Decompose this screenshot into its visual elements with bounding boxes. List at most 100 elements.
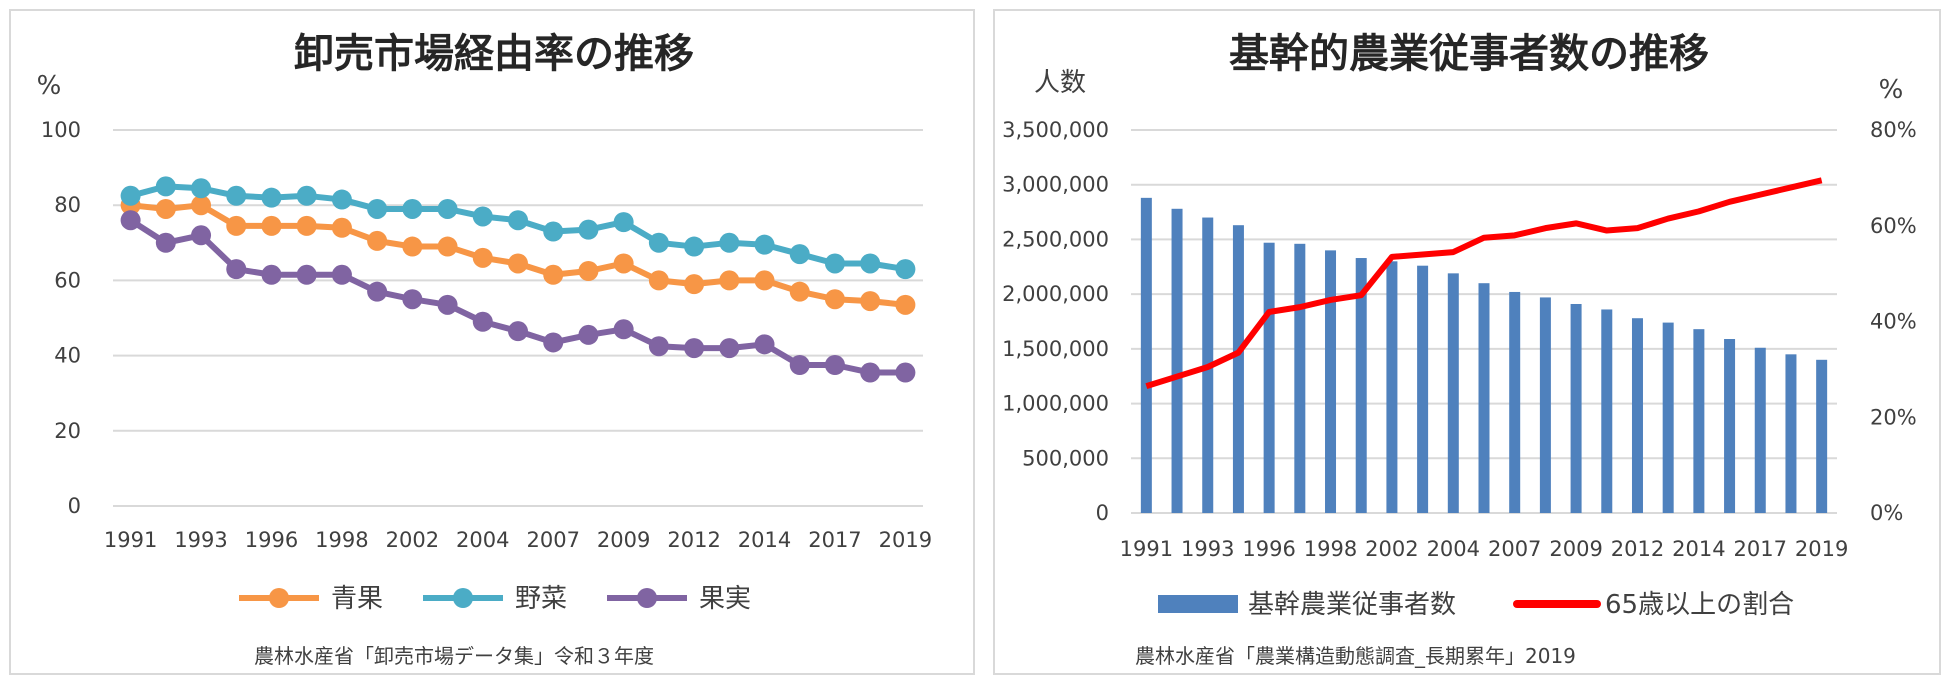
y-tick-label: 60: [54, 268, 81, 292]
bar: [1263, 242, 1275, 513]
wholesale-market-chart-svg: 卸売市場経由率の推移 % 0 20 40 60 80 100 1991 1993 1996 19…: [37, 31, 932, 668]
data-point: [754, 334, 775, 355]
data-point: [367, 198, 388, 219]
wholesale-market-chart: 卸売市場経由率の推移 % 0 20 40 60 80 100 1991 1993 1996 19…: [9, 9, 975, 675]
bar: [1355, 258, 1367, 513]
x-tick-label: 1993: [174, 528, 227, 552]
bar: [1570, 303, 1582, 513]
data-point: [331, 217, 352, 238]
legend-swatch-bar: [1158, 595, 1238, 613]
data-point: [226, 185, 247, 206]
data-point: [261, 215, 282, 236]
data-point: [472, 206, 493, 227]
data-point: [860, 253, 881, 274]
bar: [1232, 225, 1244, 513]
data-point: [860, 362, 881, 383]
y2-tick-label: 60%: [1870, 214, 1917, 238]
chart-title: 基幹的農業従事者数の推移: [1229, 31, 1709, 77]
y-axis-unit-left: 人数: [1034, 68, 1086, 98]
y-tick-label: 0: [68, 494, 81, 518]
legend-label: 青果: [331, 584, 383, 614]
y-tick-label: 2,500,000: [1002, 227, 1109, 251]
x-tick-label: 2002: [386, 528, 439, 552]
y-tick-label: 500,000: [1022, 446, 1109, 470]
data-point: [613, 212, 634, 233]
data-point: [684, 274, 705, 295]
data-point: [508, 253, 528, 274]
chart-title: 卸売市場経由率の推移: [294, 31, 694, 77]
bar: [1785, 354, 1797, 513]
data-point: [437, 198, 458, 219]
data-point: [578, 219, 599, 240]
chart-source: 農林水産省「農業構造動態調査_長期累年」2019: [1135, 644, 1576, 668]
data-point: [789, 244, 810, 265]
y-axis-unit-right: %: [1879, 75, 1904, 105]
y2-tick-label: 0%: [1870, 501, 1903, 525]
x-tick-label: 2007: [526, 528, 579, 552]
data-point: [155, 232, 176, 253]
core-farmers-chart: 基幹的農業従事者数の推移 人数 % 0 500,000 1,000,000 1,500…: [993, 9, 1941, 675]
x-tick-label: 2019: [1795, 537, 1848, 561]
data-point: [226, 215, 247, 236]
bar: [1171, 208, 1183, 513]
legend-marker: [453, 588, 473, 608]
bar: [1325, 250, 1337, 513]
data-point: [508, 210, 528, 231]
x-tick-label: 2019: [879, 528, 932, 552]
legend-label: 65歳以上の割合: [1605, 590, 1794, 620]
data-point: [543, 264, 564, 285]
x-tick-label: 1998: [1304, 537, 1357, 561]
bar: [1539, 297, 1551, 513]
data-point: [296, 264, 317, 285]
data-point: [120, 185, 141, 206]
x-tick-label: 2012: [667, 528, 720, 552]
data-point: [331, 189, 352, 210]
x-tick-label: 1991: [104, 528, 157, 552]
data-point: [261, 187, 282, 208]
data-point: [296, 215, 317, 236]
x-tick-label: 1998: [315, 528, 368, 552]
bar: [1509, 291, 1521, 513]
x-tick-label: 1993: [1181, 537, 1234, 561]
data-point: [578, 261, 599, 281]
y-tick-label: 1,000,000: [1002, 392, 1109, 416]
bar: [1631, 318, 1643, 513]
data-point: [754, 270, 775, 291]
legend-label: 野菜: [515, 584, 567, 614]
x-tick-label: 1991: [1120, 537, 1173, 561]
y-tick-label: 2,000,000: [1002, 282, 1109, 306]
legend-marker: [269, 588, 289, 608]
y2-tick-label: 40%: [1870, 310, 1917, 334]
data-point: [367, 230, 388, 251]
y-tick-label: 40: [54, 344, 81, 368]
data-point: [472, 247, 493, 268]
data-point: [402, 289, 423, 310]
x-tick-label: 1996: [245, 528, 298, 552]
data-point: [437, 294, 458, 315]
x-tick-label: 2004: [456, 528, 509, 552]
y-tick-label: 0: [1096, 501, 1109, 525]
x-tick-label: 2007: [1488, 537, 1541, 561]
data-point: [613, 253, 634, 274]
y-tick-label: 3,500,000: [1002, 118, 1109, 142]
data-point: [648, 336, 669, 357]
data-point: [895, 259, 916, 280]
legend-label: 基幹農業従事者数: [1248, 590, 1456, 620]
bar: [1601, 309, 1613, 513]
bar: [1294, 243, 1306, 513]
bar: [1140, 197, 1152, 514]
bar: [1816, 359, 1828, 513]
x-tick-label: 2002: [1365, 537, 1418, 561]
y-tick-label: 100: [41, 118, 81, 142]
data-point: [789, 281, 810, 302]
data-point: [719, 338, 740, 359]
bar: [1754, 347, 1766, 513]
data-point: [543, 221, 564, 242]
x-tick-label: 2017: [1734, 537, 1787, 561]
data-point: [789, 355, 810, 375]
bar: [1478, 283, 1490, 513]
data-point: [155, 198, 176, 219]
data-point: [191, 225, 212, 246]
bar: [1693, 329, 1705, 513]
x-tick-label: 2012: [1611, 537, 1664, 561]
